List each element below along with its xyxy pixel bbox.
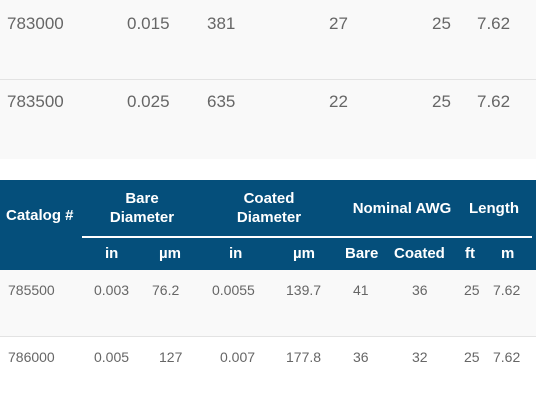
- bare-um-cell: 127: [159, 349, 183, 365]
- subheader-bare-um: µm: [159, 245, 181, 262]
- bare-um-cell: 381: [207, 14, 236, 33]
- catalog-cell: 783500: [7, 92, 64, 111]
- catalog-cell: 786000: [8, 349, 55, 365]
- header-nominal-awg: Nominal AWG: [352, 200, 452, 217]
- awg-coated-cell: 32: [412, 349, 428, 365]
- subheader-awg-coated: Coated: [394, 245, 445, 262]
- table-header: Catalog # Bare Diameter Coated Diameter …: [0, 180, 536, 270]
- bare-um-cell: 76.2: [152, 282, 180, 298]
- header-coated-diameter: Coated Diameter: [236, 190, 302, 226]
- bare-in-cell: 0.003: [94, 282, 130, 298]
- length-m-cell: 7.62: [493, 282, 521, 298]
- table-row: 783000 0.015 381 27 25 7.62: [0, 0, 536, 80]
- bare-in-cell: 0.025: [127, 92, 170, 111]
- length-m-cell: 7.62: [493, 349, 521, 365]
- awg-cell: 22: [329, 92, 348, 111]
- subheader-coated-in: in: [229, 245, 243, 262]
- awg-bare-cell: 41: [353, 282, 369, 298]
- top-product-table: 783000 0.015 381 27 25 7.62 783500 0.025…: [0, 0, 536, 159]
- bare-in-cell: 0.015: [127, 14, 170, 33]
- awg-coated-cell: 36: [412, 282, 428, 298]
- coated-in-cell: 0.007: [220, 349, 256, 365]
- awg-cell: 27: [329, 14, 348, 33]
- subheader-coated-um: µm: [293, 245, 315, 262]
- table-row: 783500 0.025 635 22 25 7.62: [0, 80, 536, 159]
- table-row: 785500 0.003 76.2 0.0055 139.7 41 36 25 …: [0, 270, 536, 337]
- subheader-bare-in: in: [105, 245, 119, 262]
- subheader-length-m: m: [501, 245, 515, 262]
- header-divider: [82, 236, 532, 238]
- coated-um-cell: 139.7: [286, 282, 322, 298]
- coated-in-cell: 0.0055: [212, 282, 255, 298]
- length-m-cell: 7.62: [477, 14, 511, 33]
- bare-um-cell: 635: [207, 92, 236, 111]
- bare-in-cell: 0.005: [94, 349, 130, 365]
- awg-bare-cell: 36: [353, 349, 369, 365]
- length-ft-cell: 25: [464, 349, 480, 365]
- length-ft-cell: 25: [432, 14, 451, 33]
- header-bare-diameter: Bare Diameter: [109, 190, 175, 226]
- catalog-cell: 783000: [7, 14, 64, 33]
- table-row: 786000 0.005 127 0.007 177.8 36 32 25 7.…: [0, 337, 536, 403]
- header-length: Length: [469, 200, 519, 217]
- catalog-cell: 785500: [8, 282, 55, 298]
- coated-um-cell: 177.8: [286, 349, 322, 365]
- header-catalog: Catalog #: [6, 207, 74, 224]
- length-m-cell: 7.62: [477, 92, 511, 111]
- length-ft-cell: 25: [464, 282, 480, 298]
- length-ft-cell: 25: [432, 92, 451, 111]
- subheader-awg-bare: Bare: [345, 245, 379, 262]
- product-spec-table: Catalog # Bare Diameter Coated Diameter …: [0, 180, 536, 403]
- subheader-length-ft: ft: [465, 245, 475, 262]
